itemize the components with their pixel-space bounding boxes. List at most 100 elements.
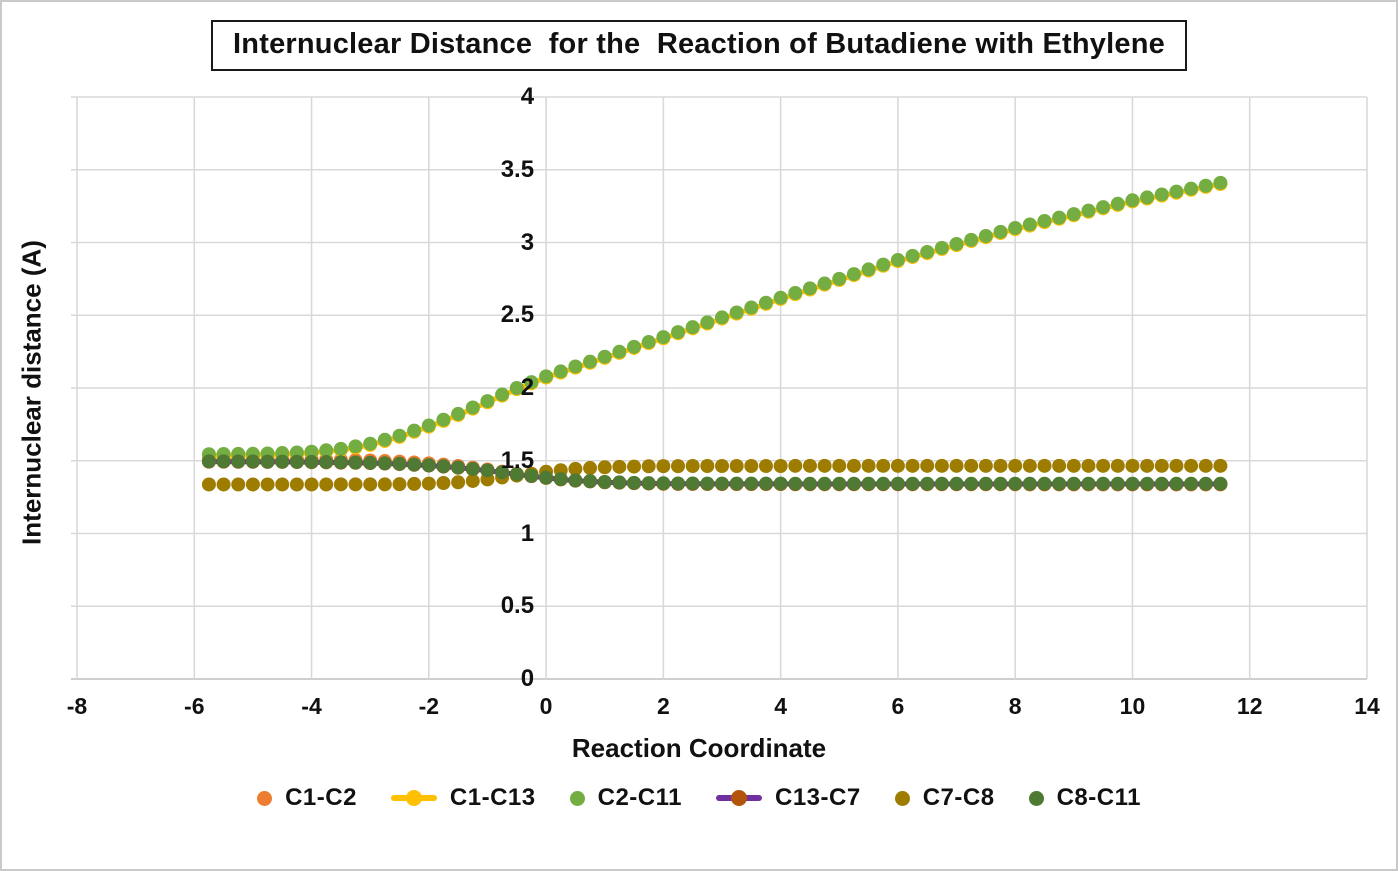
chart-legend: C1-C2 C1-C13 C2-C11 C13-C7 C7-C8 C8-C11 [2,784,1396,812]
data-point [964,458,979,473]
y-tick-label: 0.5 [500,592,535,620]
data-point [612,344,627,359]
data-point [700,476,715,491]
data-point [905,476,920,491]
data-point [1096,200,1111,215]
data-point [583,461,598,476]
data-point [289,454,304,469]
data-point [729,458,744,473]
data-point [201,477,216,492]
x-tick-label: 6 [891,693,905,719]
data-point [685,320,700,335]
data-point [333,441,348,456]
data-point [758,295,773,310]
legend-dot-icon [894,790,910,806]
data-point [964,476,979,491]
y-tick-label: 1.5 [500,446,535,474]
data-point [758,476,773,491]
data-point [553,472,568,487]
data-point [1184,181,1199,196]
data-point [465,461,480,476]
x-tick-label: -2 [418,693,440,719]
data-point [685,476,700,491]
data-point [993,476,1008,491]
data-point [846,476,861,491]
data-point [656,476,671,491]
legend-label: C2-C11 [597,784,682,811]
data-point [656,459,671,474]
data-point [949,458,964,473]
data-point [583,354,598,369]
data-point [319,477,334,492]
data-point [348,439,363,454]
x-tick-label: 4 [774,693,788,719]
data-point [1022,217,1037,232]
data-point [1110,476,1125,491]
data-point [641,459,656,474]
legend-dot-icon [1028,790,1044,806]
legend-item-c13-c7: C13-C7 [716,784,861,812]
data-point [363,455,378,470]
data-point [509,381,524,395]
legend-item-c7-c8: C7-C8 [894,784,995,812]
data-point [436,459,451,474]
data-point [451,406,466,421]
data-point [758,458,773,473]
data-point [1052,476,1067,491]
data-point [319,443,334,458]
legend-dot-icon [257,790,273,806]
data-point [627,459,642,474]
data-point [817,476,832,491]
data-point [934,458,949,473]
data-point [905,248,920,263]
legend-dot-icon [731,790,747,806]
data-point [817,276,832,291]
data-point [1022,476,1037,491]
data-point [993,224,1008,239]
x-axis-title: Reaction Coordinate [571,733,827,763]
data-point [656,330,671,345]
data-point [773,476,788,491]
data-point [1140,458,1155,473]
data-point [597,474,612,489]
data-point [788,458,803,473]
data-point [509,467,524,482]
data-point [275,454,290,469]
data-point [802,476,817,491]
data-point [1052,458,1067,473]
data-point [1081,458,1096,473]
x-tick-label: 10 [1119,693,1146,719]
data-point [920,244,935,259]
data-point [978,458,993,473]
data-point [1184,458,1199,473]
data-point [1169,476,1184,491]
data-point [671,459,686,474]
data-point [377,456,392,471]
data-point [1140,190,1155,205]
data-point [715,310,729,325]
data-point [1008,476,1023,491]
legend-line-marker-icon [716,790,762,806]
chart-title: Internuclear Distance for the Reaction o… [211,20,1187,71]
series-line [208,459,1221,487]
legend-item-c1-c2: C1-C2 [257,784,357,812]
data-point [876,257,891,272]
y-tick-label: 0 [520,665,535,692]
data-point [260,477,275,492]
data-point [1052,210,1067,225]
data-point [1022,458,1037,473]
data-point [920,476,935,491]
data-point [231,477,246,492]
data-point [700,315,715,330]
data-point [890,476,905,491]
x-tick-label: -4 [301,693,322,719]
data-point [773,290,788,305]
legend-item-c2-c11: C2-C11 [569,784,682,812]
data-point [1184,476,1199,491]
data-point [890,458,905,473]
data-point [1169,184,1184,199]
data-point [568,359,583,374]
chart-title-box: Internuclear Distance for the Reaction o… [2,20,1396,71]
data-point [1198,458,1213,473]
